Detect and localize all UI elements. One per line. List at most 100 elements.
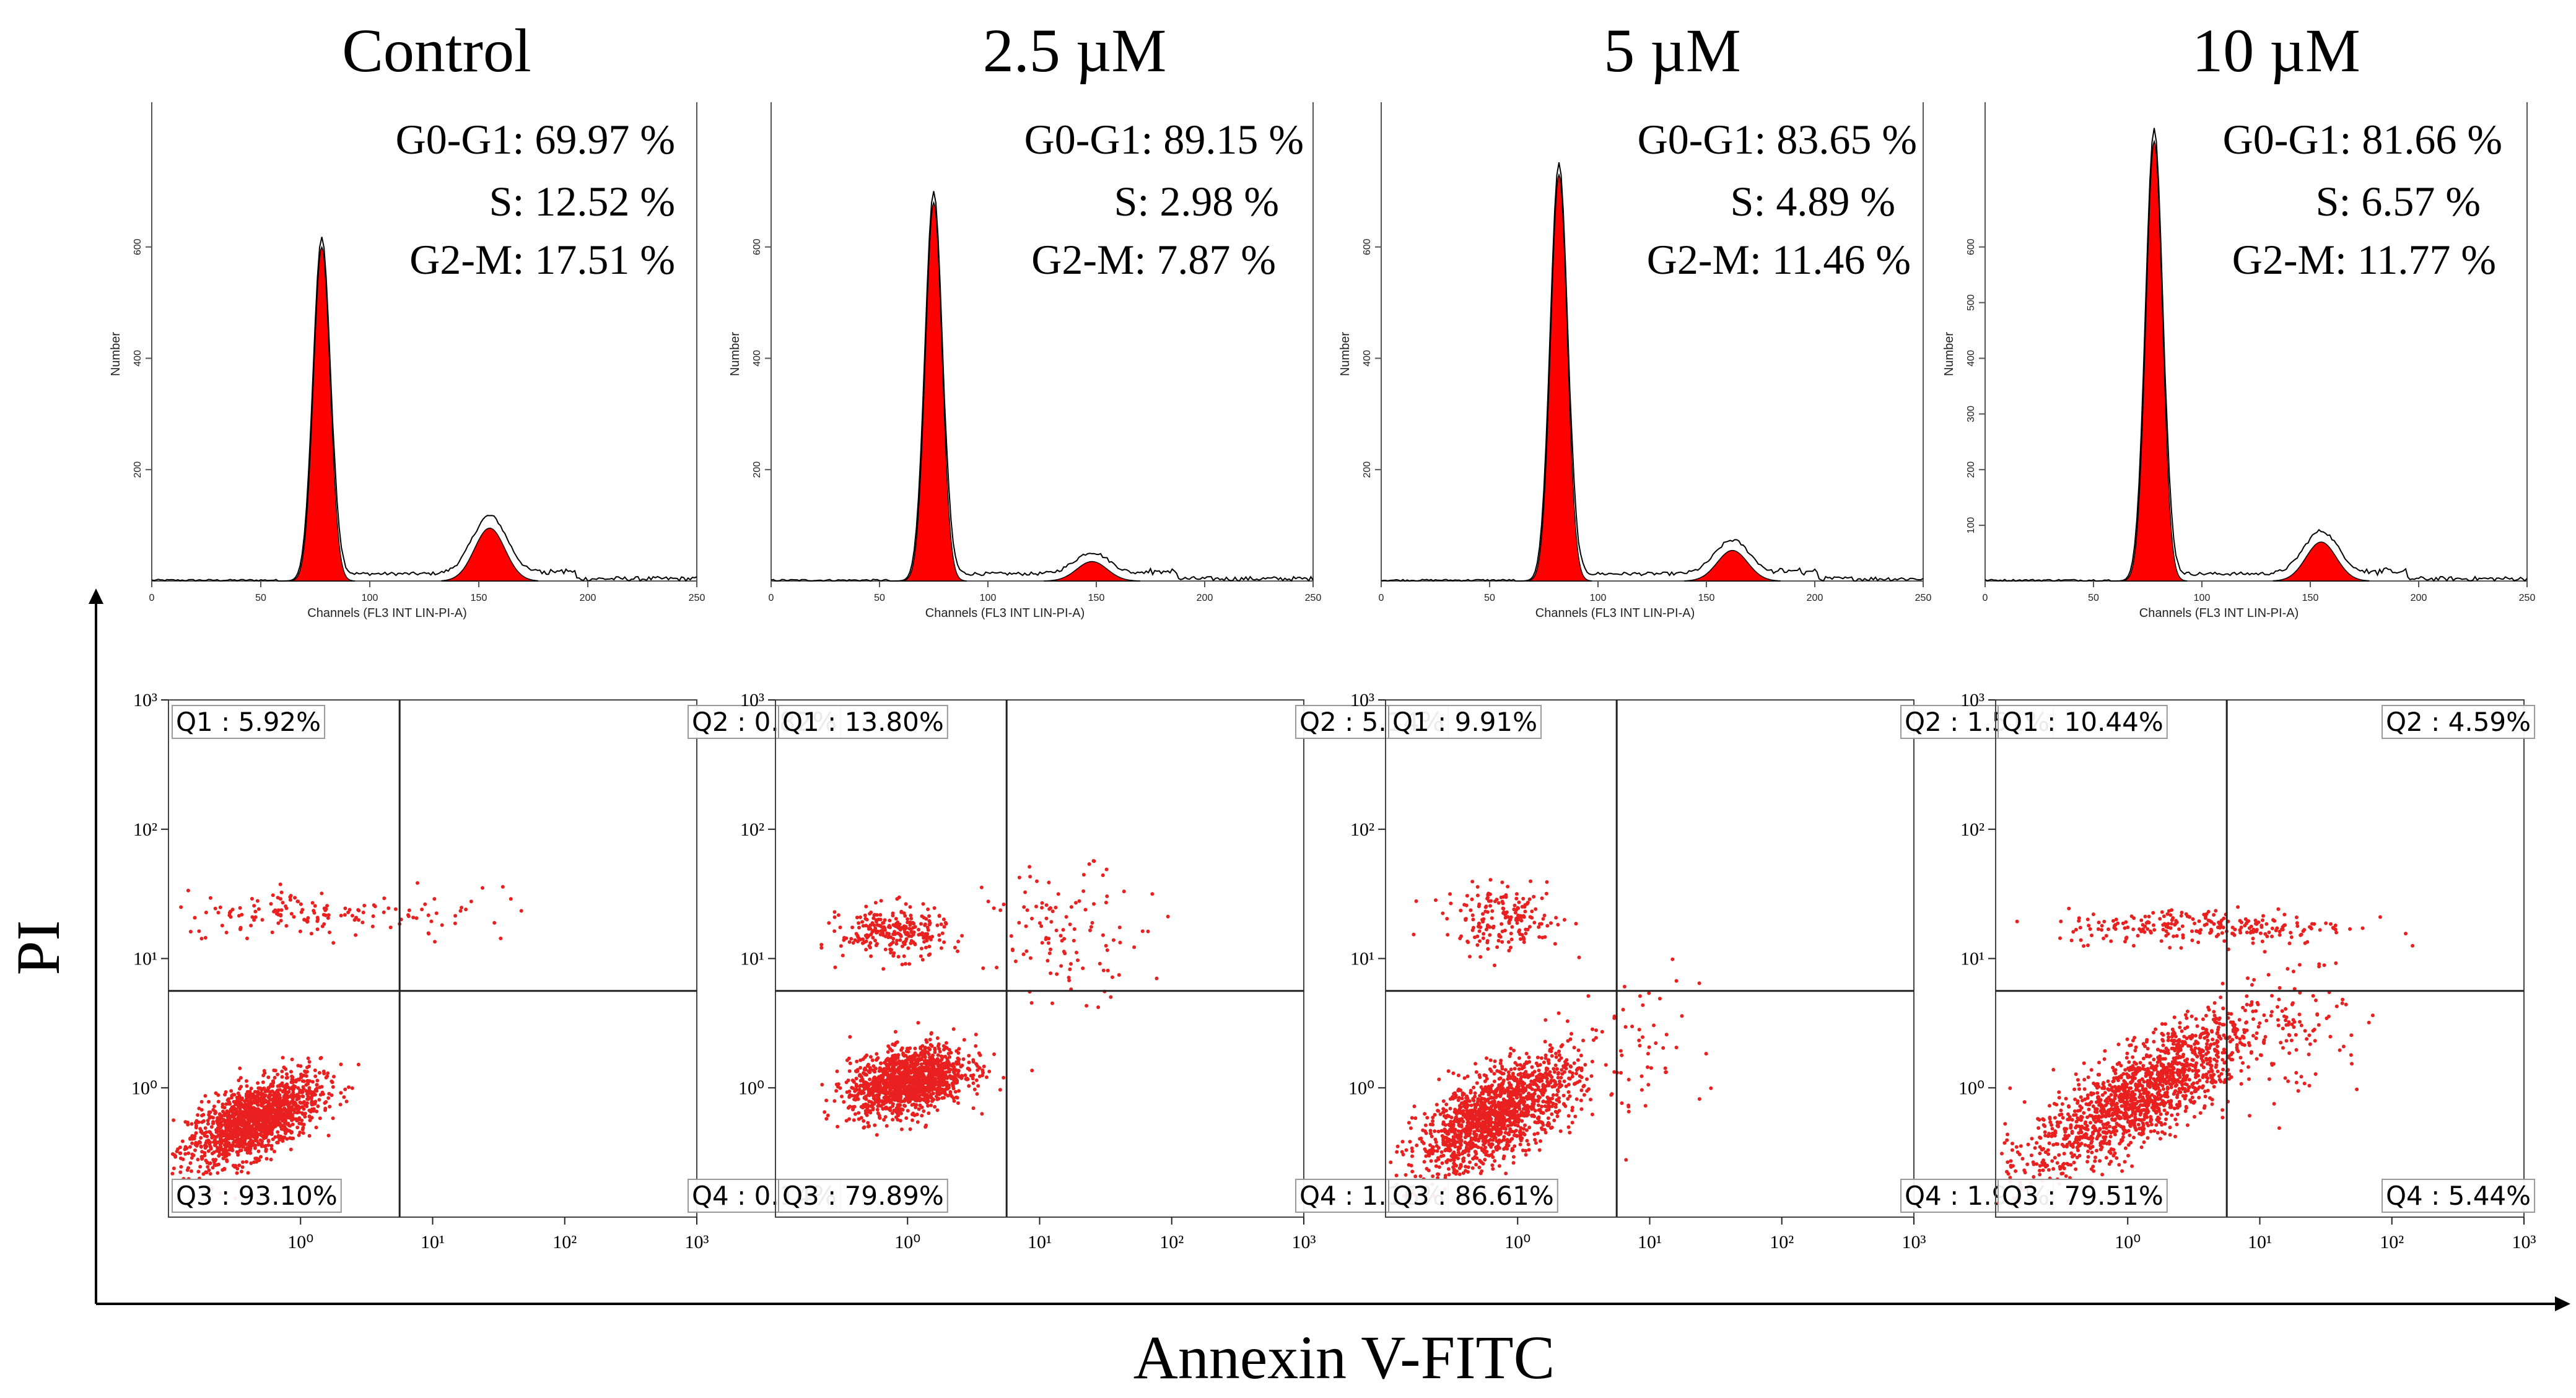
event-dot [1487,1143,1491,1147]
event-dot [911,1111,915,1116]
event-dot [1500,1067,1504,1071]
event-dot [906,920,910,925]
event-dot [233,1100,237,1104]
event-dot [295,899,300,904]
event-dot [1464,1164,1468,1169]
event-dot [1549,1126,1553,1130]
event-dot [1002,902,1006,907]
event-dot [301,1131,305,1135]
event-dot [237,1078,241,1083]
event-dot [427,932,431,936]
event-dot [242,1119,247,1123]
event-dot [864,924,868,928]
event-dot [266,1139,271,1143]
event-dot [193,1148,197,1152]
event-dot [211,1166,215,1170]
event-dot [1497,1121,1501,1125]
event-dot [226,1152,230,1156]
event-dot [306,1056,310,1060]
event-dot [1539,1120,1543,1124]
event-dot [950,1064,954,1068]
event-dot [1446,1069,1451,1073]
event-dot [223,1155,227,1158]
event-dot [862,1119,866,1123]
event-dot [248,1136,252,1140]
event-dot [1074,901,1078,905]
event-dot [1543,1018,1548,1022]
event-dot [820,1083,824,1087]
event-dot [857,937,862,941]
event-dot [1140,929,1145,933]
event-dot [1389,1160,1393,1164]
event-dot [300,1079,305,1083]
event-dot [199,1107,204,1112]
event-dot [290,1130,294,1134]
event-dot [1515,1079,1519,1083]
event-dot [1029,1001,1034,1005]
event-dot [172,1166,176,1171]
event-dot [935,923,940,927]
event-dot [847,1095,852,1099]
event-dot [1570,1121,1574,1125]
event-dot [218,1112,222,1117]
event-dot [848,1035,852,1039]
event-dot [207,1130,211,1134]
event-dot [956,1069,961,1073]
event-dot [965,1077,969,1081]
event-dot [985,1075,989,1080]
event-dot [245,1130,250,1135]
event-dot [253,915,258,919]
event-dot [1565,1058,1569,1062]
event-dot [872,1102,876,1106]
global-axes: PI Annexin V-FITC [4,588,2570,1392]
event-dot [1515,1096,1519,1100]
event-dot [302,1122,306,1127]
event-dot [928,1072,933,1077]
event-dot [307,1134,312,1138]
event-dot [219,1137,223,1142]
event-dot [904,902,908,906]
event-dot [1491,1150,1495,1154]
event-dot [241,1160,245,1164]
event-dot [1540,1088,1545,1092]
event-dot [1439,1150,1444,1154]
event-dot [1562,1079,1566,1083]
event-dot [1535,1055,1540,1060]
event-dot [1555,1067,1559,1071]
event-dot [875,1133,879,1137]
event-dot [1467,1099,1472,1103]
event-dot [858,1083,863,1088]
event-dot [1547,1061,1551,1065]
event-dot [871,1096,876,1101]
event-dot [857,1091,861,1095]
event-dot [1512,1089,1516,1093]
event-dot [927,953,931,957]
event-dot [253,1130,258,1135]
event-dot [1482,1087,1486,1091]
event-dot [1418,1174,1423,1178]
event-dot [1524,1052,1529,1055]
event-dot [269,1117,274,1121]
event-dot [876,1111,880,1116]
event-dot [256,907,261,911]
event-dot [1476,1124,1480,1128]
event-dot [1435,1149,1439,1153]
g2m-peak-fill [1684,549,1781,582]
event-dot [1460,1091,1465,1095]
y-axis-label: PI [4,920,72,976]
event-dot [208,896,212,900]
event-dot [1494,1094,1498,1099]
event-dot [1470,1166,1475,1170]
event-dot [866,1124,870,1129]
event-dot [1510,1137,1514,1141]
event-dot [894,1041,898,1045]
x-tick-label: 100 [980,593,997,603]
event-dot [304,1089,308,1093]
event-dot [1049,947,1052,951]
column-control: Control 0 50 100 150 200 250200400600Channels… [109,16,842,1252]
event-dot [253,1138,257,1142]
event-dot [850,1086,854,1090]
event-dot [980,1112,984,1116]
event-dot [1522,1127,1526,1131]
